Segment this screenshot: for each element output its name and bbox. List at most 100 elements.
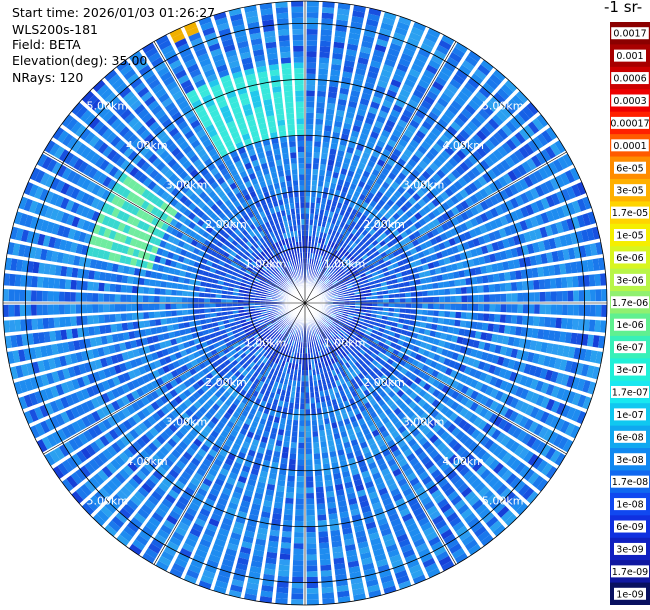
range-gate-cell bbox=[461, 108, 473, 120]
range-gate-cell bbox=[385, 53, 398, 63]
range-gate-cell bbox=[489, 73, 502, 86]
range-gate-cell bbox=[531, 438, 542, 451]
range-gate-cell bbox=[422, 264, 430, 271]
range-gate-cell bbox=[488, 364, 497, 374]
range-gate-cell bbox=[159, 303, 166, 310]
range-gate-cell bbox=[321, 337, 326, 344]
range-gate-cell bbox=[297, 335, 300, 342]
range-gate-cell bbox=[514, 373, 523, 384]
range-gate-cell bbox=[345, 282, 352, 287]
range-gate-cell bbox=[322, 407, 328, 414]
range-gate-cell bbox=[377, 199, 386, 207]
range-gate-cell bbox=[414, 447, 424, 457]
range-gate-cell bbox=[376, 457, 386, 467]
range-gate-cell bbox=[334, 257, 340, 264]
range-gate-cell bbox=[434, 122, 445, 133]
range-gate-cell bbox=[265, 557, 277, 565]
range-gate-cell bbox=[566, 186, 576, 200]
range-gate-cell bbox=[330, 69, 341, 77]
range-gate-cell bbox=[25, 304, 32, 316]
range-gate-cell bbox=[450, 100, 463, 111]
range-gate-cell bbox=[154, 288, 161, 295]
range-gate-cell bbox=[359, 157, 368, 165]
range-gate-cell bbox=[285, 318, 290, 324]
range-gate-cell bbox=[338, 246, 345, 254]
range-gate-cell bbox=[384, 421, 394, 430]
range-gate-cell bbox=[499, 202, 509, 214]
range-gate-cell bbox=[307, 353, 311, 359]
range-gate-cell bbox=[463, 470, 474, 481]
range-gate-cell bbox=[358, 233, 365, 241]
range-gate-cell bbox=[397, 172, 407, 181]
range-gate-cell bbox=[445, 377, 455, 386]
range-gate-cell bbox=[460, 86, 473, 98]
range-gate-cell bbox=[436, 194, 445, 204]
range-gate-cell bbox=[418, 105, 429, 115]
range-gate-cell bbox=[588, 274, 596, 287]
range-gate-cell bbox=[344, 387, 351, 395]
range-gate-cell bbox=[252, 364, 259, 371]
range-gate-cell bbox=[363, 122, 373, 131]
range-gate-cell bbox=[262, 364, 269, 371]
range-gate-cell bbox=[493, 230, 502, 240]
range-gate-cell bbox=[316, 345, 321, 352]
range-gate-cell bbox=[177, 552, 190, 563]
range-gate-cell bbox=[389, 444, 399, 453]
range-gate-cell bbox=[384, 453, 394, 462]
range-gate-cell bbox=[463, 231, 472, 240]
range-gate-cell bbox=[403, 467, 414, 477]
range-gate-cell bbox=[342, 342, 349, 349]
range-gate-cell bbox=[381, 467, 391, 477]
range-gate-cell bbox=[319, 255, 323, 262]
range-gate-cell bbox=[336, 259, 343, 266]
range-gate-cell bbox=[430, 468, 442, 479]
range-gate-cell bbox=[337, 214, 344, 222]
range-gate-cell bbox=[305, 381, 309, 387]
range-gate-cell bbox=[353, 216, 360, 223]
range-gate-cell bbox=[481, 322, 489, 331]
range-gate-cell bbox=[401, 134, 411, 143]
range-gate-cell bbox=[115, 313, 122, 322]
range-gate-cell bbox=[274, 357, 280, 365]
range-gate-cell bbox=[346, 218, 353, 226]
range-gate-cell bbox=[440, 482, 452, 493]
range-gate-cell bbox=[539, 368, 548, 380]
range-gate-cell bbox=[392, 385, 401, 394]
range-gate-cell bbox=[337, 2, 351, 10]
range-gate-cell bbox=[197, 543, 210, 554]
range-gate-cell bbox=[494, 283, 501, 292]
range-gate-cell bbox=[291, 436, 298, 443]
range-gate-cell bbox=[371, 501, 382, 511]
range-gate-cell bbox=[461, 534, 475, 546]
range-gate-cell bbox=[308, 358, 312, 365]
range-gate-cell bbox=[340, 263, 347, 270]
range-gate-cell bbox=[482, 362, 491, 373]
range-gate-cell bbox=[306, 40, 318, 47]
range-gate-cell bbox=[457, 503, 470, 515]
range-gate-cell bbox=[347, 353, 354, 360]
range-gate-cell bbox=[523, 418, 534, 431]
range-gate-cell bbox=[387, 312, 394, 317]
range-gate-cell bbox=[494, 378, 503, 389]
range-gate-cell bbox=[330, 142, 338, 150]
range-gate-cell bbox=[178, 322, 185, 329]
range-gate-cell bbox=[438, 258, 446, 266]
range-gate-cell bbox=[409, 477, 420, 487]
range-gate-cell bbox=[169, 536, 182, 547]
range-gate-cell bbox=[337, 596, 351, 604]
range-gate-cell bbox=[305, 347, 308, 354]
range-gate-cell bbox=[473, 179, 483, 190]
range-gate-cell bbox=[485, 493, 498, 506]
range-gate-cell bbox=[271, 404, 277, 411]
range-gate-cell bbox=[331, 218, 337, 225]
range-gate-cell bbox=[256, 373, 263, 381]
range-gate-cell bbox=[354, 449, 363, 457]
range-gate-cell bbox=[444, 109, 456, 120]
range-gate-cell bbox=[334, 207, 341, 215]
range-gate-cell bbox=[335, 251, 341, 258]
range-gate-cell bbox=[160, 461, 171, 472]
range-gate-cell bbox=[445, 264, 453, 272]
range-gate-cell bbox=[161, 550, 174, 562]
range-gate-cell bbox=[249, 444, 258, 452]
range-gate-cell bbox=[316, 96, 326, 103]
